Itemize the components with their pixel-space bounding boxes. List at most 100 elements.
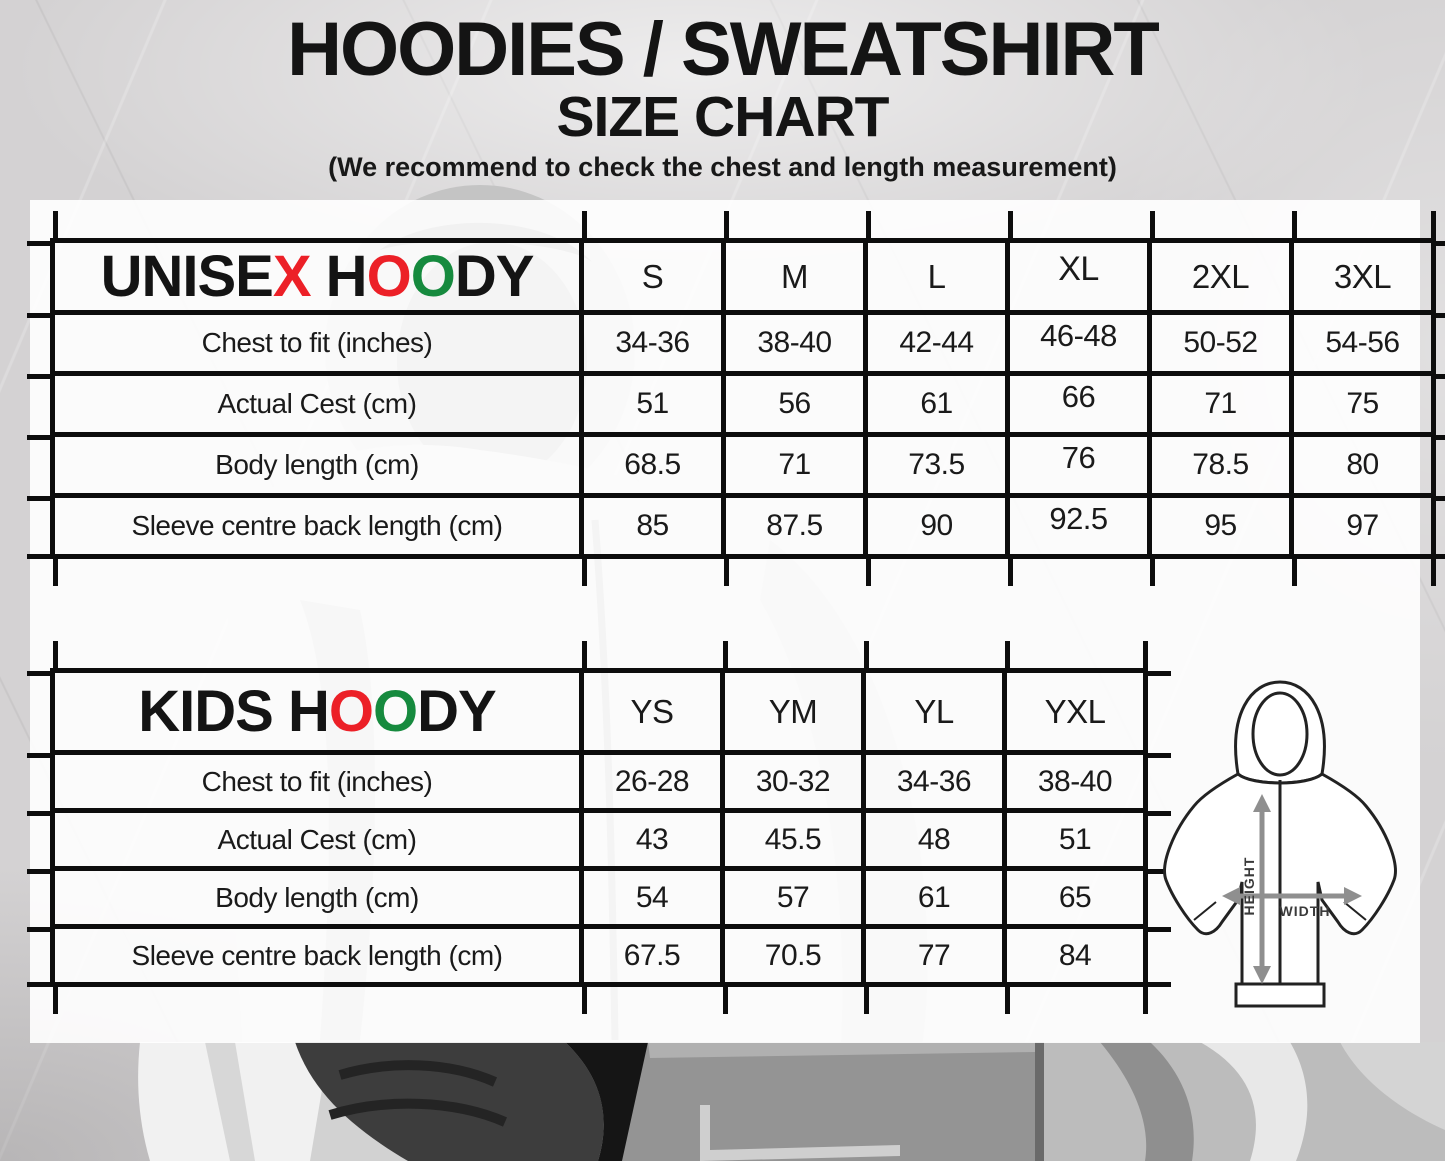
- table-header-row: KIDS HOODY YS YM YL YXL: [50, 668, 1148, 755]
- size-column-header: XL: [1005, 238, 1152, 315]
- size-value-cell: 70.5: [720, 924, 866, 987]
- grid-line-stub: [27, 981, 50, 987]
- grid-line-stub: [1292, 211, 1297, 238]
- table-title-segment: O: [410, 244, 456, 309]
- size-value-cell: 26-28: [579, 750, 725, 813]
- table-title-segment: O: [373, 679, 418, 744]
- size-column-header: YL: [861, 668, 1007, 755]
- size-value-cell: 57: [720, 866, 866, 929]
- row-label: Chest to fit (inches): [50, 750, 584, 813]
- size-value-cell: 50-52: [1147, 310, 1294, 376]
- size-value-cell: 51: [1002, 808, 1148, 871]
- grid-line-stub: [53, 987, 58, 1014]
- grid-line-stub: [1148, 671, 1171, 676]
- grid-line-stub: [27, 753, 50, 758]
- row-label: Sleeve centre back length (cm): [50, 924, 584, 987]
- grid-line-stub: [1008, 559, 1013, 586]
- grid-line-stub: [1148, 753, 1171, 758]
- grid-line-stub: [27, 374, 50, 379]
- grid-line-stub: [1436, 553, 1445, 559]
- row-label: Actual Cest (cm): [50, 808, 584, 871]
- size-value-cell: 90: [863, 493, 1010, 559]
- size-value-cell: 54-56: [1289, 310, 1436, 376]
- table-title-segment: KIDS H: [138, 679, 330, 744]
- size-value-cell: 71: [1147, 371, 1294, 437]
- grid-line-stub: [27, 811, 50, 816]
- grid-line-stub: [1430, 559, 1436, 586]
- table-row: Body length (cm) 54 57 61 65: [50, 866, 1148, 929]
- grid-line-stub: [724, 211, 729, 238]
- grid-line-stub: [582, 641, 587, 668]
- size-value-cell: 34-36: [861, 750, 1007, 813]
- row-label: Sleeve centre back length (cm): [50, 493, 584, 559]
- table-title-segment: UNISE: [100, 244, 274, 309]
- size-value-cell: 95: [1147, 493, 1294, 559]
- width-arrow: [1222, 887, 1362, 905]
- grid-line-stub: [864, 987, 869, 1014]
- table-header-row: UNISEX HOODY S M L XL 2XL 3XL: [50, 238, 1436, 315]
- grid-line-stub: [866, 211, 871, 238]
- size-value-cell: 48: [861, 808, 1007, 871]
- grid-line-stub: [1150, 211, 1155, 238]
- table-row: Actual Cest (cm) 51 56 61 66 71 75: [50, 371, 1436, 437]
- size-value-cell: 54: [579, 866, 725, 929]
- table-row: Actual Cest (cm) 43 45.5 48 51: [50, 808, 1148, 871]
- table-row: Sleeve centre back length (cm) 85 87.5 90 92…: [50, 493, 1436, 559]
- grid-line-stub: [27, 435, 50, 440]
- kids-hoody-size-table: KIDS HOODY YS YM YL YXL Chest to fit (inches)…: [50, 668, 1148, 987]
- page-title: HOODIES / SWEATSHIRT: [287, 7, 1160, 92]
- size-value-cell: 80: [1289, 432, 1436, 498]
- table-row: Body length (cm) 68.5 71 73.5 76 78.5 80: [50, 432, 1436, 498]
- size-value-cell: 71: [721, 432, 868, 498]
- size-value-cell: 92.5: [1005, 493, 1152, 559]
- row-label: Body length (cm): [50, 866, 584, 929]
- size-value-cell: 85: [579, 493, 726, 559]
- grid-line-stub: [53, 559, 58, 586]
- table-title: KIDS HOODY: [50, 668, 584, 755]
- grid-line-stub: [27, 869, 50, 874]
- grid-line-stub: [53, 641, 58, 668]
- height-arrow: [1253, 794, 1271, 984]
- size-value-cell: 68.5: [579, 432, 726, 498]
- row-label: Body length (cm): [50, 432, 584, 498]
- table-title-segment: O: [328, 679, 374, 744]
- table-title-segment: H: [310, 244, 368, 309]
- size-value-cell: 77: [861, 924, 1007, 987]
- grid-line-stub: [27, 927, 50, 932]
- unisex-hoody-size-table: UNISEX HOODY S M L XL 2XL 3XL Chest to fit (inc…: [50, 238, 1436, 559]
- size-value-cell: 38-40: [1002, 750, 1148, 813]
- grid-line-stub: [1148, 981, 1171, 987]
- grid-line-stub: [27, 241, 50, 246]
- size-value-cell: 51: [579, 371, 726, 437]
- kids-table-wrap: KIDS HOODY YS YM YL YXL Chest to fit (inches)…: [27, 641, 1171, 1014]
- grid-line-stub: [1430, 211, 1436, 238]
- size-value-cell: 46-48: [1005, 310, 1152, 376]
- recommendation-note: (We recommend to check the chest and len…: [328, 152, 1117, 183]
- size-value-cell: 73.5: [863, 432, 1010, 498]
- grid-line-stub: [53, 211, 58, 238]
- size-value-cell: 78.5: [1147, 432, 1294, 498]
- grid-line-stub: [27, 313, 50, 318]
- size-column-header: M: [721, 238, 868, 315]
- size-value-cell: 65: [1002, 866, 1148, 929]
- table-row: Chest to fit (inches) 26-28 30-32 34-36 38-4…: [50, 750, 1148, 813]
- size-column-header: YS: [579, 668, 725, 755]
- grid-line-stub: [1142, 987, 1148, 1014]
- size-column-header: 2XL: [1147, 238, 1294, 315]
- size-value-cell: 45.5: [720, 808, 866, 871]
- unisex-table-wrap: UNISEX HOODY S M L XL 2XL 3XL Chest to fit (inc…: [27, 211, 1445, 586]
- width-arrow-label: WIDTH: [1280, 903, 1331, 919]
- size-value-cell: 34-36: [579, 310, 726, 376]
- size-value-cell: 87.5: [721, 493, 868, 559]
- row-label: Actual Cest (cm): [50, 371, 584, 437]
- size-value-cell: 75: [1289, 371, 1436, 437]
- grid-line-stub: [582, 987, 587, 1014]
- table-title-segment: O: [366, 244, 412, 309]
- grid-line-stub: [1008, 211, 1013, 238]
- table-row: Sleeve centre back length (cm) 67.5 70.5 77…: [50, 924, 1148, 987]
- table-title-segment: DY: [417, 679, 497, 744]
- grid-line-stub: [724, 559, 729, 586]
- grid-line-stub: [1148, 811, 1171, 816]
- size-value-cell: 56: [721, 371, 868, 437]
